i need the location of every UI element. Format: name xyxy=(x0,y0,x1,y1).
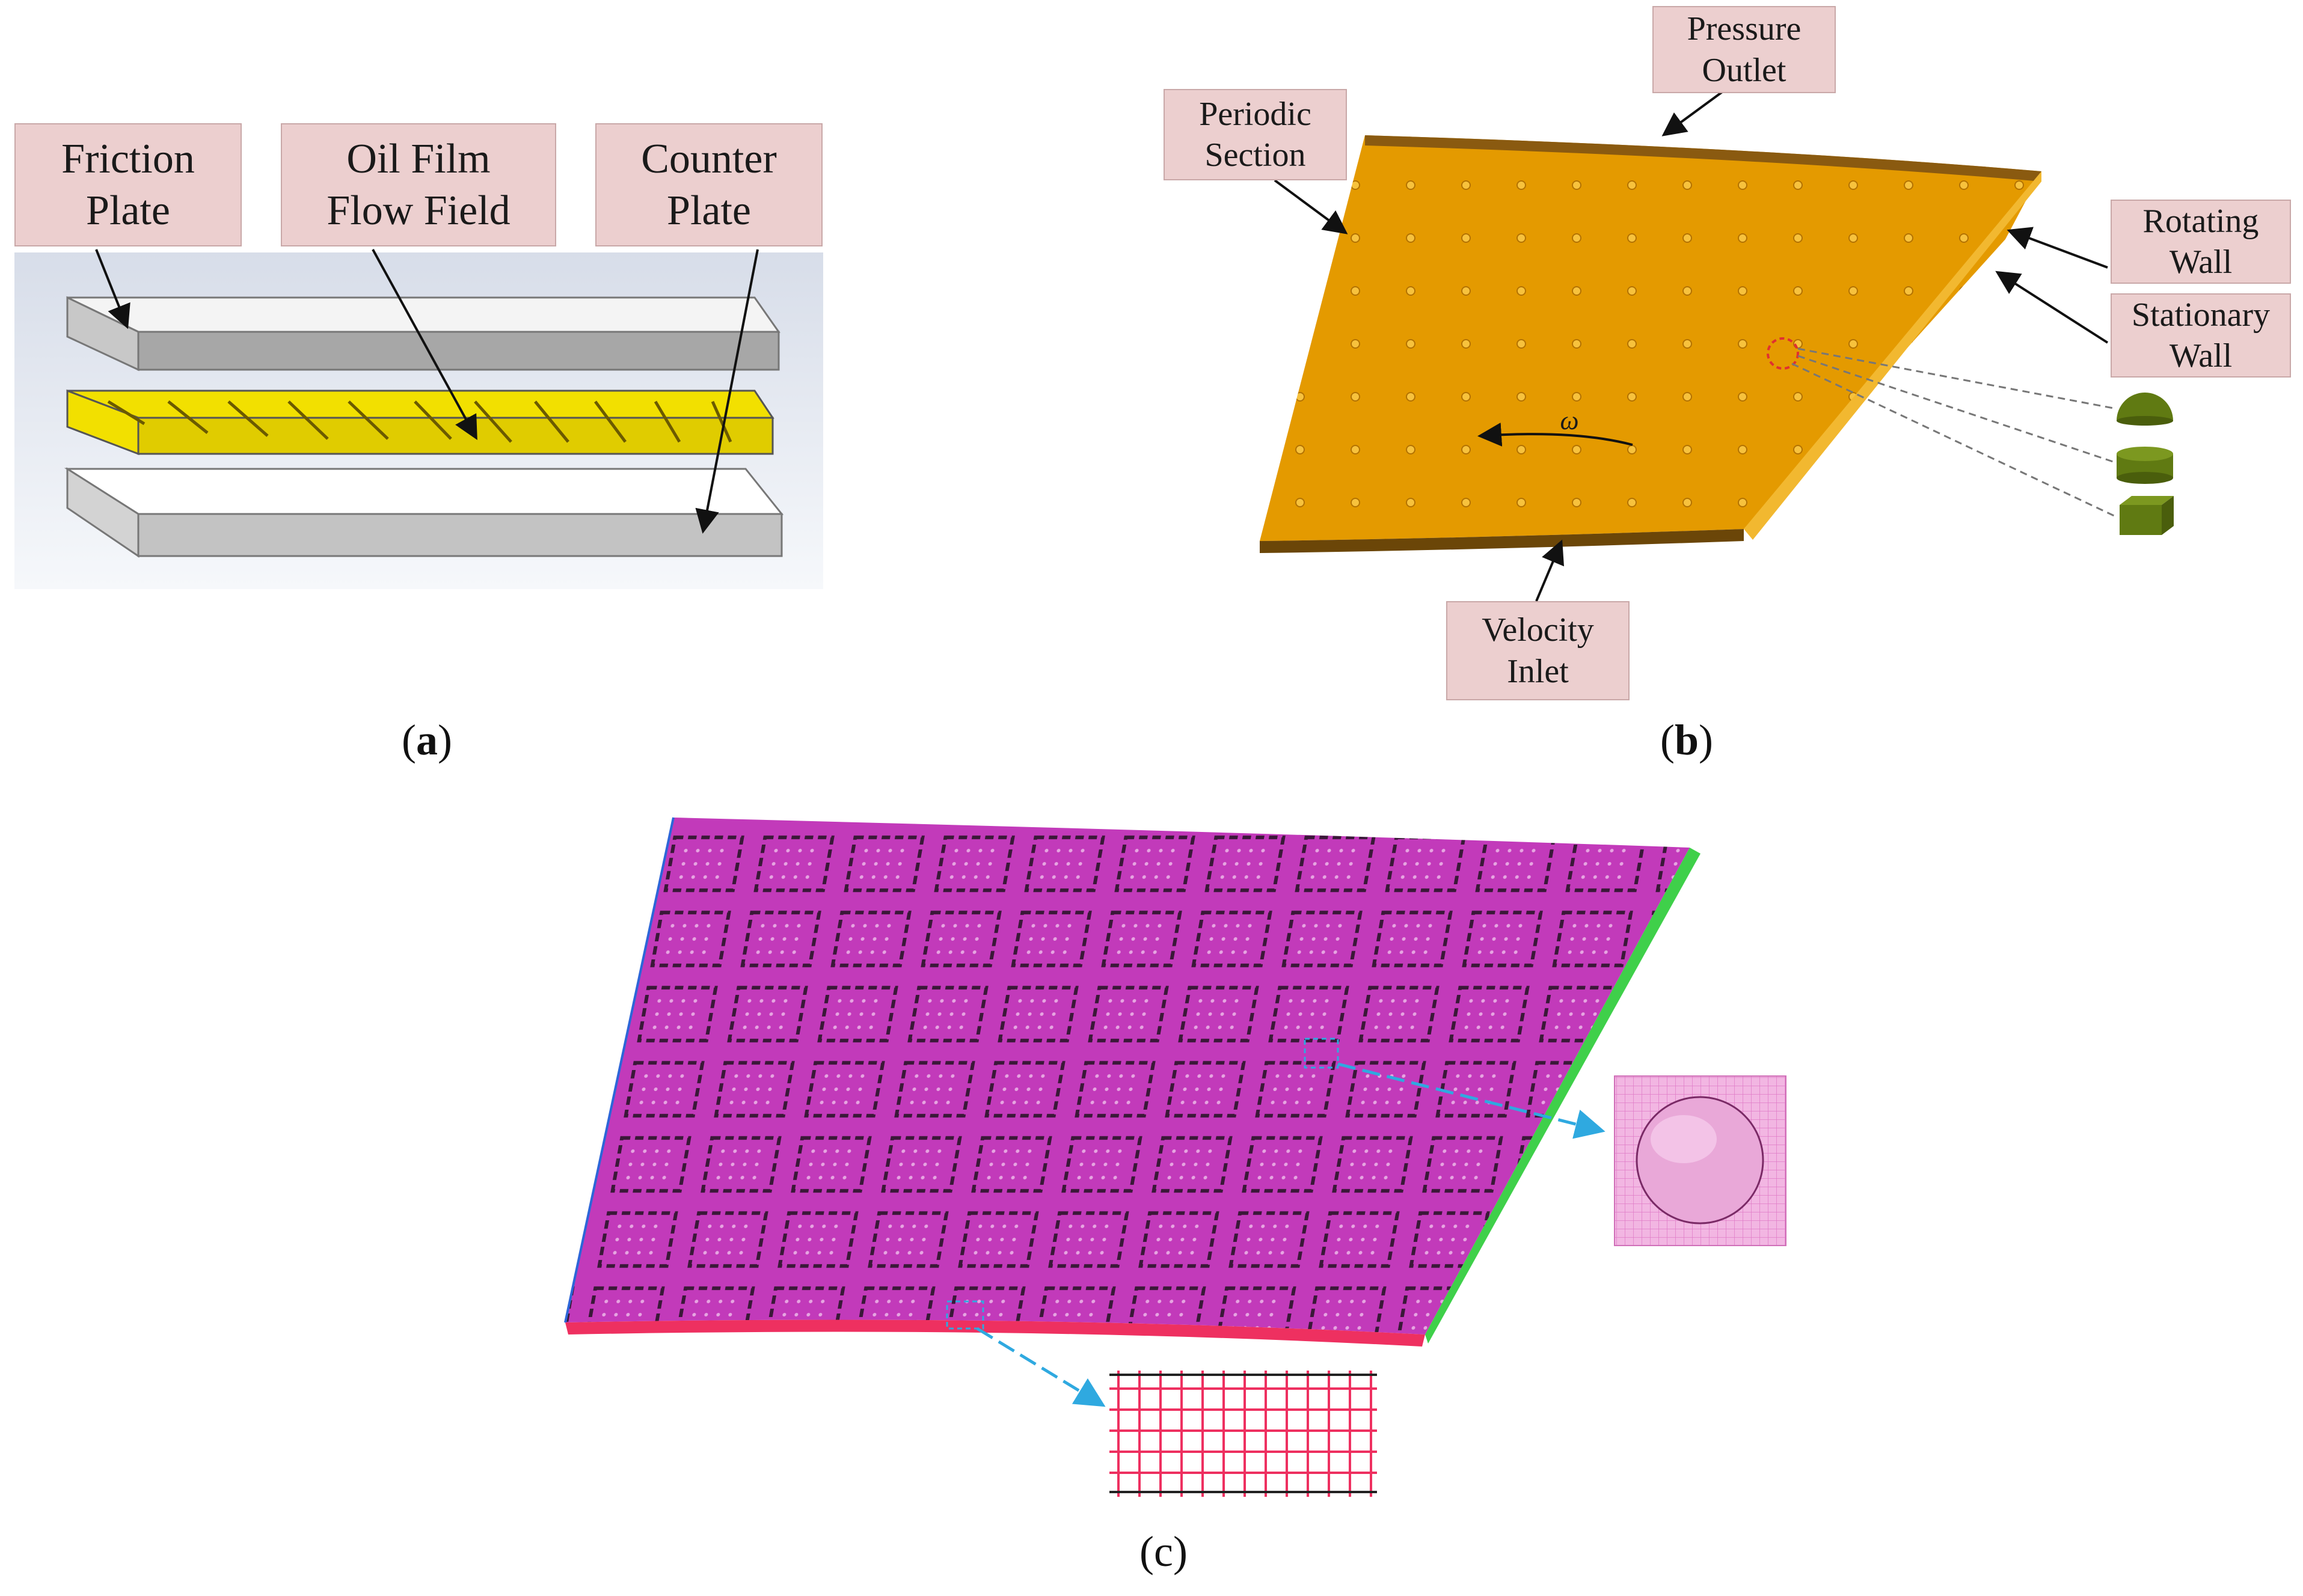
oil-film-label: Oil Film Flow Field xyxy=(281,123,556,246)
dimple-zoom-arrow xyxy=(1337,1062,1605,1139)
pressure-outlet-arrow xyxy=(1661,86,1730,136)
spherical-dimple-icon xyxy=(2117,393,2173,426)
friction-plate-label: Friction Plate xyxy=(14,123,242,246)
stationary-wall-arrow xyxy=(1995,271,2109,344)
periodic-section-label: Periodic Section xyxy=(1164,89,1347,180)
caption-c: (c) xyxy=(1139,1527,1188,1576)
oil-film-shape xyxy=(66,389,774,456)
dimple-mesh-inset xyxy=(1614,1075,1786,1246)
velocity-inlet-label: Velocity Inlet xyxy=(1446,601,1630,700)
cylindrical-dimple-icon xyxy=(2117,447,2173,484)
mesh-surface xyxy=(564,817,1700,1347)
inlet-zoom-arrow xyxy=(976,1327,1106,1407)
counter-plate-label: Counter Plate xyxy=(595,123,823,246)
caption-b: (b) xyxy=(1660,716,1713,764)
periodic-section-arrow xyxy=(1274,179,1348,234)
inlet-mesh-inset xyxy=(1109,1371,1377,1497)
highlighted-dimple xyxy=(1767,337,1799,370)
velocity-inlet-arrow xyxy=(1535,539,1565,602)
oil-film-plate xyxy=(1260,135,2041,553)
inlet-zoom-marker xyxy=(946,1300,984,1330)
dimple-zoom-marker xyxy=(1304,1038,1339,1069)
pressure-outlet-label: Pressure Outlet xyxy=(1652,6,1836,93)
rotating-wall-arrow xyxy=(2007,227,2108,269)
oil-film-arrow xyxy=(372,249,477,441)
friction-plate-arrow xyxy=(95,249,130,329)
panel-a-drawing xyxy=(14,249,823,589)
stationary-wall-label: Stationary Wall xyxy=(2111,293,2291,378)
rotating-wall-label: Rotating Wall xyxy=(2111,200,2291,284)
caption-a: (a) xyxy=(402,716,452,764)
counter-plate-arrow xyxy=(695,249,759,534)
friction-plate-shape xyxy=(66,296,780,371)
omega-arrow xyxy=(1477,422,1633,447)
panel-b-drawing xyxy=(1260,86,2174,602)
omega-symbol: ω xyxy=(1560,406,1579,436)
cubic-dimple-icon xyxy=(2120,496,2174,535)
counter-plate-shape xyxy=(64,467,784,558)
